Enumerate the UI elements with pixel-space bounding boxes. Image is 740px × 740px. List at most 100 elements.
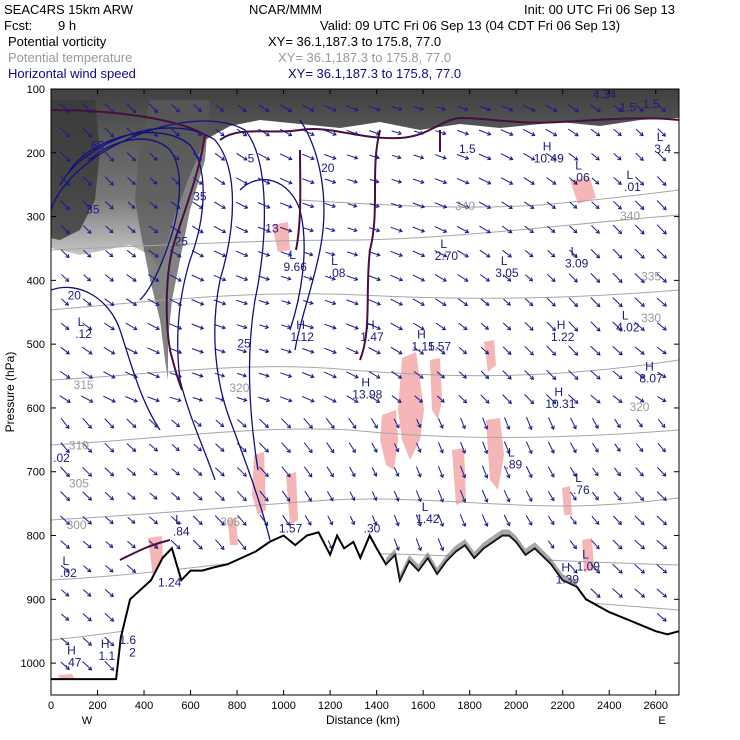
wind-arrow-shaft xyxy=(126,274,137,282)
y-tick-label: 700 xyxy=(27,467,45,479)
wind-arrow-head xyxy=(573,229,578,234)
wind-arrow-shaft xyxy=(60,589,69,597)
wind-arrow-shaft xyxy=(259,324,269,329)
wind-arrow-shaft xyxy=(391,130,402,135)
wind-arrow-shaft xyxy=(236,152,248,161)
wind-arrow-head xyxy=(616,447,621,452)
wind-arrow-head xyxy=(330,449,335,454)
wind-arrow-shaft xyxy=(479,105,491,111)
wind-arrow-head xyxy=(530,180,535,185)
wind-arrow-shaft xyxy=(325,227,335,232)
wind-arrow-shaft xyxy=(656,588,667,598)
wind-arrow-shaft xyxy=(457,298,468,306)
wind-arrow-head xyxy=(420,253,426,258)
wind-arrow-head xyxy=(639,496,645,501)
wind-arrow-shaft xyxy=(568,345,579,356)
extrema-value: 1.5 xyxy=(619,100,636,114)
wind-arrow-shaft xyxy=(125,322,137,330)
extrema-value: 1.09 xyxy=(577,560,601,574)
wind-arrow-head xyxy=(154,253,159,258)
wind-arrow-shaft xyxy=(412,298,425,306)
wind-arrow-shaft xyxy=(478,129,491,136)
wind-arrow-shaft xyxy=(390,226,403,232)
wind-arrow-head xyxy=(266,228,271,233)
wind-arrow-shaft xyxy=(323,104,337,112)
wind-arrow-head xyxy=(661,448,666,453)
wind-arrow-shaft xyxy=(346,129,358,135)
wind-arrow-head xyxy=(572,544,577,550)
wind-arrow-shaft xyxy=(82,298,92,306)
wind-arrow-head xyxy=(640,545,645,550)
wind-arrow-shaft xyxy=(324,154,336,160)
wind-arrow-head xyxy=(153,204,158,209)
wind-arrow-head xyxy=(309,252,314,257)
wind-arrow-head xyxy=(397,106,403,112)
wind-arrow-shaft xyxy=(303,300,314,305)
wind-arrow-shaft xyxy=(82,613,92,622)
wind-arrow-head xyxy=(110,109,115,114)
wind-arrow-shaft xyxy=(237,372,247,377)
wind-arrow-head xyxy=(397,179,403,184)
wind-arrow-head xyxy=(442,228,448,233)
wind-arrow-head xyxy=(177,325,183,330)
wind-arrow-shaft xyxy=(281,324,291,329)
wind-arrow-shaft xyxy=(237,419,247,428)
wind-arrow-head xyxy=(617,520,622,526)
wind-arrow-head xyxy=(640,521,645,526)
wind-arrow-head xyxy=(397,154,402,160)
wind-arrow-head xyxy=(661,107,666,113)
wind-arrow-head xyxy=(550,497,555,502)
isentrope-labels: 315 310 305 300 320 340 340 335 330 320 305 xyxy=(67,199,662,532)
wind-arrow-head xyxy=(87,229,92,234)
wind-arrow-shaft xyxy=(236,324,247,329)
wind-arrow-head xyxy=(439,424,444,429)
wind-arrow-head xyxy=(596,351,601,356)
wind-arrow-head xyxy=(441,350,446,355)
wind-arrow-head xyxy=(177,373,182,379)
wind-arrow-shaft xyxy=(412,202,425,208)
wind-arrow-shaft xyxy=(657,442,666,453)
wind-arrow-head xyxy=(397,398,402,403)
wind-arrow-shaft xyxy=(348,417,357,429)
wind-arrow-head xyxy=(265,373,270,378)
wind-arrow-head xyxy=(442,179,448,185)
x-axis-right-label: E xyxy=(658,715,665,727)
y-tick-label: 800 xyxy=(27,531,45,543)
wind-arrow-head xyxy=(376,276,381,282)
wind-arrow-shaft xyxy=(590,564,600,574)
wind-arrow-shaft xyxy=(412,322,425,331)
wind-arrow-head xyxy=(373,521,378,526)
wind-arrow-shaft xyxy=(149,152,158,161)
wind-arrow-shaft xyxy=(258,300,269,305)
wind-arrow-shaft xyxy=(104,201,114,210)
wind-arrow-shaft xyxy=(104,516,114,524)
wind-arrow-shaft xyxy=(478,177,491,185)
wind-arrow-shaft xyxy=(213,225,226,233)
extrema-value: 1.47 xyxy=(360,330,384,344)
pv-contour xyxy=(51,109,679,561)
wind-arrow-head xyxy=(351,472,356,478)
x-tick-label: 1200 xyxy=(318,700,342,712)
wind-arrow-head xyxy=(243,397,248,402)
wind-arrow-shaft xyxy=(327,540,333,549)
wind-arrow-shaft xyxy=(524,298,534,306)
wind-arrow-shaft xyxy=(434,202,447,208)
wind-arrow-head xyxy=(65,592,70,597)
wind-arrow-shaft xyxy=(503,441,510,454)
wind-arrow-shaft xyxy=(369,179,379,183)
wind-arrow-shaft xyxy=(391,154,401,159)
wind-arrow-head xyxy=(529,326,534,331)
wind-arrow-head xyxy=(155,301,160,306)
wind-arrow-head xyxy=(133,326,138,331)
wind-arrow-shaft xyxy=(258,396,270,402)
wind-arrow-head xyxy=(574,375,579,380)
wind-arrow-head xyxy=(439,449,444,454)
wind-arrow-shaft xyxy=(569,466,577,477)
extrema-value: 1.5 xyxy=(459,142,476,156)
y-tick-label: 100 xyxy=(27,84,45,96)
wind-arrow-shaft xyxy=(171,444,180,451)
wind-arrow-head xyxy=(464,155,470,160)
wind-arrow-head xyxy=(507,326,512,331)
wind-arrow-head xyxy=(529,400,535,405)
wind-arrow-head xyxy=(640,254,645,259)
